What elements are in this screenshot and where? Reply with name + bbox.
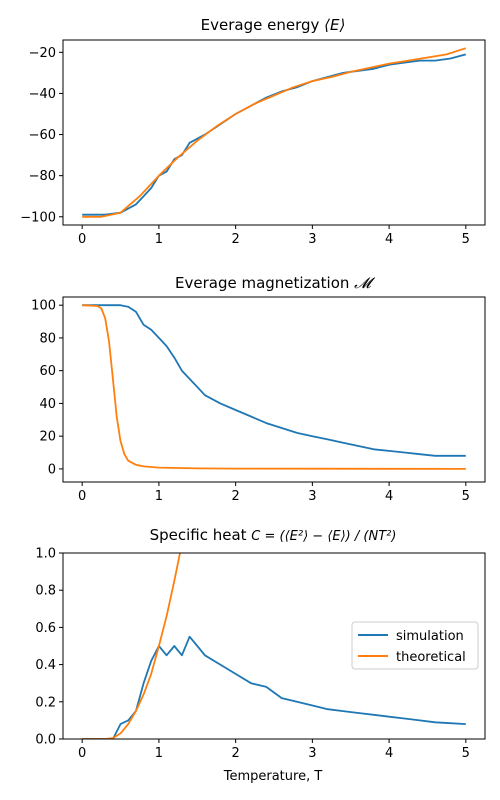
x-tick-label: 5 [462,489,470,504]
y-tick-label: 0.2 [35,695,56,710]
y-tick-label: 0.8 [35,584,56,599]
x-tick-label: 4 [385,232,393,247]
x-tick-label: 3 [308,746,316,761]
x-tick-label: 2 [231,746,239,761]
legend-label-theoretical: theoretical [396,650,466,665]
x-tick-label: 1 [155,746,163,761]
x-tick-label: 3 [308,489,316,504]
magnetization-chart-title: Everage magnetization 𝓜 [175,274,376,292]
x-tick-label: 4 [385,489,393,504]
series-line-simulation [82,635,466,739]
series-line-theoretical [82,304,466,470]
plot-frame [62,552,486,740]
x-axis-label: Temperature, T [223,769,323,784]
y-tick-label: −100 [20,210,56,225]
specific-heat-chart: Specific heat C = (⟨E²⟩ − ⟨E⟩) / (NT²) T… [35,526,486,784]
y-tick-label: 1.0 [35,547,56,562]
x-tick-label: 1 [155,489,163,504]
x-tick-label: 5 [462,232,470,247]
y-tick-label: 60 [39,364,56,379]
plot-frame [62,296,486,483]
legend: simulation theoretical [351,621,479,670]
energy-chart-title: Everage energy ⟨E⟩ [201,16,346,34]
x-tick-label: 0 [78,746,86,761]
y-tick-label: −60 [29,128,56,143]
y-tick-label: 40 [39,397,56,412]
specific-heat-chart-title: Specific heat C = (⟨E²⟩ − ⟨E⟩) / (NT²) [150,526,397,544]
y-tick-label: 0.6 [35,621,56,636]
x-tick-label: 0 [78,489,86,504]
plot-frame [62,39,486,226]
x-tick-label: 2 [231,489,239,504]
y-tick-label: 20 [39,430,56,445]
y-tick-label: 0.4 [35,658,56,673]
legend-box [351,621,479,670]
x-tick-label: 3 [308,232,316,247]
y-tick-label: 80 [39,331,56,346]
series-line-theoretical [82,553,181,739]
y-tick-label: 0 [48,462,56,477]
x-tick-label: 2 [231,232,239,247]
x-tick-label: 4 [385,746,393,761]
series-line-simulation [82,304,466,457]
energy-chart: Everage energy ⟨E⟩ 0 1 2 3 4 5 −100 −80 −60 −40 −2… [20,16,486,247]
y-tick-label: −80 [29,169,56,184]
legend-label-simulation: simulation [396,629,464,644]
x-tick-label: 5 [462,746,470,761]
series-line-simulation [82,53,467,216]
y-tick-label: −40 [29,87,56,102]
x-tick-label: 0 [78,232,86,247]
y-tick-label: 100 [31,299,56,314]
x-tick-label: 1 [155,232,163,247]
magnetization-chart: Everage magnetization 𝓜 0 1 2 3 4 5 0 20 40 60 80 1… [31,274,486,504]
series-line-theoretical [82,47,467,218]
y-tick-label: 0.0 [35,733,56,748]
y-tick-label: −20 [29,46,56,61]
